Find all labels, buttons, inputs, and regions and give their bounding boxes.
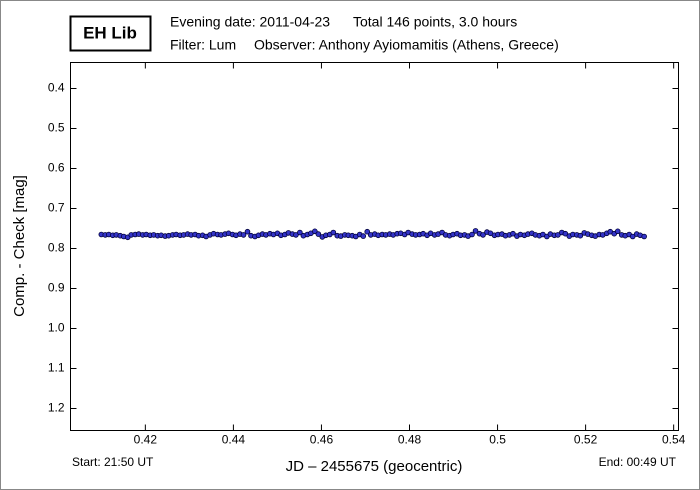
data-point bbox=[510, 230, 516, 237]
data-point bbox=[614, 228, 621, 235]
y-tick-label: 0.5 bbox=[48, 121, 65, 135]
y-axis-label: Comp. - Check [mag] bbox=[11, 175, 28, 317]
filter: Filter: Lum bbox=[170, 37, 236, 53]
y-tick-label: 1.0 bbox=[48, 321, 65, 335]
y-tick-label: 1.2 bbox=[48, 401, 65, 415]
end-time: End: 00:49 UT bbox=[599, 455, 677, 469]
x-tick-label: 0.54 bbox=[662, 433, 686, 447]
x-tick-label: 0.46 bbox=[310, 433, 334, 447]
x-tick-label: 0.52 bbox=[574, 433, 598, 447]
data-point bbox=[641, 233, 647, 240]
evening-date: Evening date: 2011-04-23 bbox=[170, 14, 330, 30]
data-point bbox=[364, 228, 371, 235]
start-time: Start: 21:50 UT bbox=[72, 455, 154, 469]
x-tick-label: 0.48 bbox=[398, 433, 422, 447]
data-point bbox=[469, 231, 475, 238]
y-tick-label: 0.7 bbox=[48, 201, 65, 215]
y-tick-label: 0.6 bbox=[48, 161, 65, 175]
y-tick-label: 0.9 bbox=[48, 281, 65, 295]
plot-area bbox=[70, 62, 679, 431]
data-point bbox=[244, 228, 251, 235]
x-tick-label: 0.44 bbox=[222, 433, 246, 447]
data-point bbox=[360, 233, 367, 239]
x-tick-label: 0.42 bbox=[134, 433, 158, 447]
data-point bbox=[562, 230, 569, 237]
data-point bbox=[312, 228, 318, 235]
data-point bbox=[555, 232, 561, 238]
badge: EH Lib bbox=[83, 23, 137, 42]
data-point bbox=[240, 232, 247, 238]
data-point bbox=[472, 228, 479, 234]
badge-box bbox=[69, 15, 152, 52]
data-point bbox=[297, 229, 303, 236]
data-point bbox=[480, 232, 486, 238]
total: Total 146 points, 3.0 hours bbox=[353, 14, 517, 30]
x-tick-label: 0.5 bbox=[489, 433, 506, 447]
data-point bbox=[577, 232, 584, 239]
data-point bbox=[293, 232, 299, 238]
data-point bbox=[629, 233, 636, 240]
observer: Observer: Anthony Ayiomamitis (Athens, G… bbox=[254, 37, 559, 53]
data-point bbox=[330, 229, 337, 236]
data-point bbox=[315, 231, 322, 237]
y-tick-label: 0.4 bbox=[48, 81, 65, 95]
y-tick-label: 0.8 bbox=[48, 241, 65, 255]
y-tick-label: 1.1 bbox=[48, 361, 65, 375]
x-axis-label: JD – 2455675 (geocentric) bbox=[286, 458, 463, 475]
